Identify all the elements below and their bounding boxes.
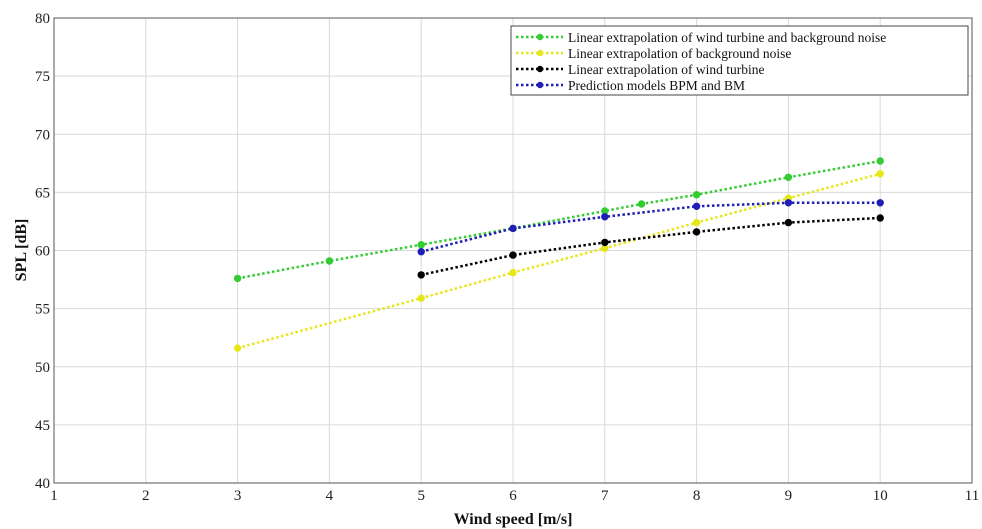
x-tick-label: 2 — [142, 488, 150, 504]
data-point — [692, 202, 701, 211]
x-tick-labels: 1 2 3 4 5 6 7 8 9 10 11 — [50, 488, 979, 504]
data-point — [325, 257, 334, 265]
data-point — [601, 213, 609, 221]
y-tick-label: 70 — [35, 127, 50, 143]
x-tick-label: 10 — [873, 488, 888, 504]
series-4 — [417, 199, 884, 256]
data-point — [417, 294, 425, 302]
data-point — [692, 218, 701, 227]
y-tick-label: 50 — [35, 360, 50, 376]
legend-label: Linear extrapolation of background noise — [568, 46, 791, 61]
y-tick-label: 65 — [35, 185, 50, 201]
data-point — [417, 271, 425, 279]
plot-border — [53, 17, 973, 484]
data-point — [417, 241, 425, 249]
y-axis-title: SPL [dB] — [13, 219, 30, 282]
y-tick-label: 60 — [35, 244, 50, 260]
data-point — [784, 173, 793, 182]
data-point — [692, 228, 701, 236]
series-1 — [233, 157, 884, 283]
x-tick-label: 4 — [326, 488, 334, 504]
legend-label: Linear extrapolation of wind turbine — [568, 62, 764, 77]
y-tick-label: 55 — [35, 302, 50, 318]
legend-item: Linear extrapolation of wind turbine and… — [516, 30, 886, 45]
legend-box — [510, 25, 969, 96]
y-tick-label: 40 — [35, 476, 50, 492]
x-tick-label: 3 — [234, 488, 242, 504]
legend-item: Linear extrapolation of wind turbine — [516, 62, 764, 77]
x-tick-label: 8 — [693, 488, 701, 504]
data-point — [637, 200, 646, 208]
legend: Linear extrapolation of wind turbine and… — [510, 25, 969, 96]
legend-item: Linear extrapolation of background noise — [516, 46, 791, 61]
data-series — [233, 157, 884, 352]
y-tick-label: 45 — [35, 418, 50, 434]
data-point — [509, 268, 517, 277]
data-point — [876, 199, 884, 207]
data-point — [876, 214, 884, 222]
y-tick-labels: 40 45 50 55 60 65 70 75 80 — [35, 11, 50, 492]
series-3 — [417, 214, 884, 279]
data-point — [233, 344, 242, 352]
series-line — [420, 216, 881, 277]
data-point — [692, 191, 701, 199]
x-axis-title: Wind speed [m/s] — [454, 511, 573, 528]
data-point — [876, 157, 884, 165]
x-tick-label: 6 — [509, 488, 517, 504]
data-point — [601, 238, 609, 247]
data-point — [233, 274, 242, 283]
y-tick-label: 80 — [35, 11, 50, 27]
data-point — [784, 199, 793, 207]
data-point — [417, 248, 425, 256]
legend-label: Linear extrapolation of wind turbine and… — [568, 30, 886, 45]
legend-swatch-marker — [536, 81, 544, 89]
data-point — [509, 251, 517, 259]
legend-swatch-marker — [536, 33, 544, 41]
x-tick-label: 5 — [417, 488, 425, 504]
legend-swatch-marker — [536, 49, 544, 57]
data-point — [784, 218, 793, 227]
x-tick-label: 11 — [965, 488, 979, 504]
series-line — [420, 201, 881, 253]
legend-item: Prediction models BPM and BM — [516, 78, 745, 93]
legend-swatch-marker — [536, 65, 544, 73]
data-point — [876, 170, 884, 178]
x-tick-label: 7 — [601, 488, 609, 504]
y-tick-label: 75 — [35, 69, 50, 85]
x-tick-label: 1 — [50, 488, 58, 504]
x-tick-label: 9 — [785, 488, 793, 504]
data-point — [509, 224, 517, 233]
legend-label: Prediction models BPM and BM — [568, 78, 745, 93]
